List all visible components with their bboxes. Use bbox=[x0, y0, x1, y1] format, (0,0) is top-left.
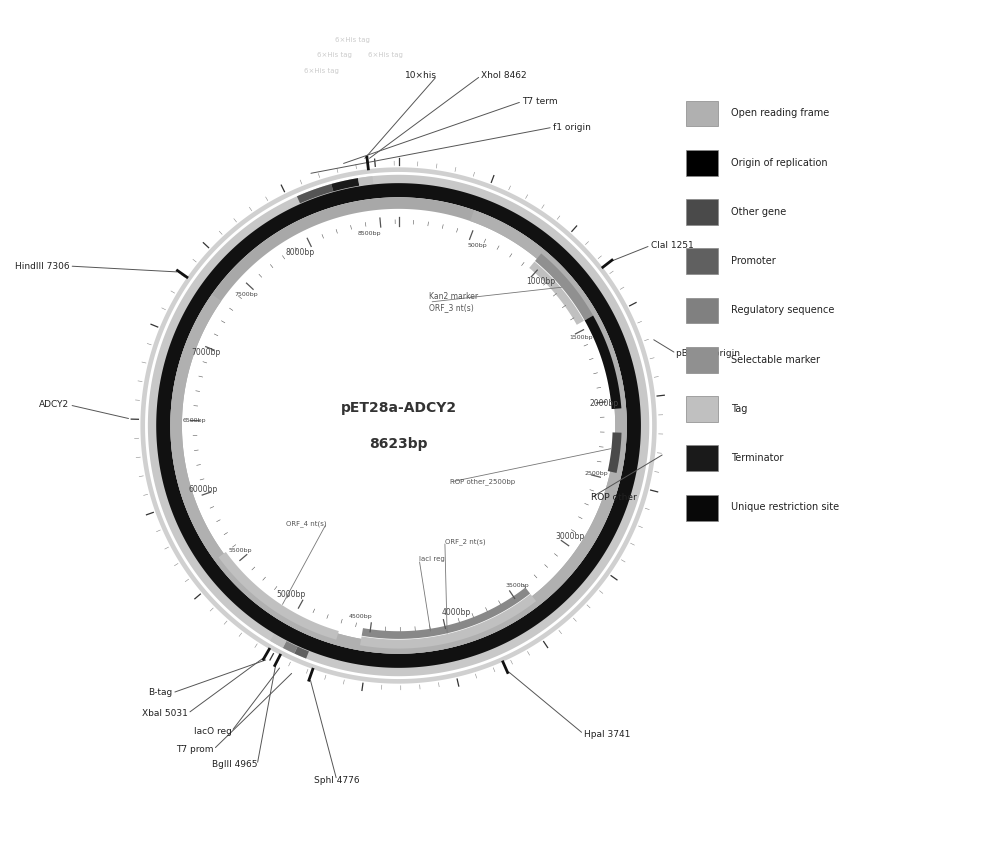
Text: lacI reg: lacI reg bbox=[419, 557, 445, 563]
Text: XbaI 5031: XbaI 5031 bbox=[142, 709, 188, 718]
Text: 6500bp: 6500bp bbox=[183, 419, 206, 424]
Text: Promoter: Promoter bbox=[731, 256, 776, 266]
Text: ROP other_2500bp: ROP other_2500bp bbox=[450, 479, 515, 485]
Polygon shape bbox=[585, 316, 621, 409]
Text: Unique restriction site: Unique restriction site bbox=[731, 502, 839, 512]
Text: XhoI 8462: XhoI 8462 bbox=[481, 71, 526, 80]
Text: 1000bp: 1000bp bbox=[527, 277, 556, 287]
FancyBboxPatch shape bbox=[686, 199, 718, 225]
Polygon shape bbox=[331, 178, 359, 191]
Text: pET28a-ADCY2: pET28a-ADCY2 bbox=[341, 401, 457, 414]
Text: 6×His tag: 6×His tag bbox=[368, 52, 403, 58]
Polygon shape bbox=[608, 432, 622, 473]
Text: Tag: Tag bbox=[731, 404, 748, 414]
Text: SphI 4776: SphI 4776 bbox=[314, 776, 360, 785]
Polygon shape bbox=[360, 594, 536, 648]
FancyBboxPatch shape bbox=[686, 347, 718, 373]
Text: Open reading frame: Open reading frame bbox=[731, 108, 829, 118]
Text: ROP other: ROP other bbox=[591, 493, 637, 502]
Text: HindIII 7306: HindIII 7306 bbox=[15, 261, 69, 271]
Text: Kan2 marker
ORF_3 nt(s): Kan2 marker ORF_3 nt(s) bbox=[429, 293, 479, 311]
Text: 5000bp: 5000bp bbox=[277, 590, 306, 598]
Text: 10×his: 10×his bbox=[405, 71, 437, 80]
Polygon shape bbox=[219, 552, 339, 640]
Polygon shape bbox=[270, 634, 286, 648]
Polygon shape bbox=[283, 641, 298, 654]
Text: 1500bp: 1500bp bbox=[569, 334, 593, 340]
Text: 6000bp: 6000bp bbox=[188, 485, 217, 494]
Polygon shape bbox=[148, 174, 649, 677]
Text: 2500bp: 2500bp bbox=[585, 471, 609, 476]
Polygon shape bbox=[529, 261, 584, 325]
Text: Regulatory sequence: Regulatory sequence bbox=[731, 306, 835, 316]
Text: lacO reg: lacO reg bbox=[194, 727, 231, 736]
FancyBboxPatch shape bbox=[686, 397, 718, 422]
Text: T7 prom: T7 prom bbox=[176, 745, 213, 754]
Text: ORF_2 nt(s): ORF_2 nt(s) bbox=[445, 538, 485, 545]
Text: ClaI 1251: ClaI 1251 bbox=[651, 241, 693, 250]
Text: 4000bp: 4000bp bbox=[442, 608, 471, 618]
Text: 6×His tag: 6×His tag bbox=[317, 52, 352, 58]
Text: f1 origin: f1 origin bbox=[553, 123, 591, 132]
Text: 8000bp: 8000bp bbox=[285, 248, 314, 257]
Polygon shape bbox=[170, 197, 627, 654]
FancyBboxPatch shape bbox=[686, 494, 718, 521]
Text: 8623bp: 8623bp bbox=[369, 437, 428, 450]
Text: HpaI 3741: HpaI 3741 bbox=[584, 729, 630, 739]
Text: ADCY2: ADCY2 bbox=[39, 401, 69, 409]
Polygon shape bbox=[140, 168, 657, 683]
Text: 3000bp: 3000bp bbox=[556, 532, 585, 541]
Polygon shape bbox=[297, 184, 333, 203]
Polygon shape bbox=[170, 210, 627, 654]
Text: 7500bp: 7500bp bbox=[235, 292, 258, 296]
FancyBboxPatch shape bbox=[686, 446, 718, 471]
Polygon shape bbox=[362, 587, 530, 639]
Text: Other gene: Other gene bbox=[731, 207, 786, 217]
Text: T7 term: T7 term bbox=[522, 97, 558, 106]
Text: Origin of replication: Origin of replication bbox=[731, 157, 828, 168]
Text: 6×His tag: 6×His tag bbox=[335, 37, 370, 43]
Polygon shape bbox=[358, 176, 373, 186]
Text: Selectable marker: Selectable marker bbox=[731, 355, 820, 364]
Text: ORF_4 nt(s): ORF_4 nt(s) bbox=[286, 520, 327, 527]
Text: 6×His tag: 6×His tag bbox=[304, 67, 339, 74]
Text: pBR322 origin: pBR322 origin bbox=[676, 349, 740, 358]
Text: BglII 4965: BglII 4965 bbox=[212, 761, 257, 769]
Text: 7000bp: 7000bp bbox=[191, 348, 221, 357]
FancyBboxPatch shape bbox=[686, 150, 718, 175]
Text: 8500bp: 8500bp bbox=[358, 231, 381, 237]
Polygon shape bbox=[156, 183, 641, 668]
FancyBboxPatch shape bbox=[686, 298, 718, 323]
Text: 4500bp: 4500bp bbox=[349, 614, 372, 619]
Text: B-tag: B-tag bbox=[148, 688, 172, 698]
Text: 2000bp: 2000bp bbox=[590, 399, 619, 408]
FancyBboxPatch shape bbox=[686, 100, 718, 126]
Polygon shape bbox=[535, 254, 593, 320]
Text: Terminator: Terminator bbox=[731, 453, 784, 463]
Text: 500bp: 500bp bbox=[467, 243, 487, 248]
Text: 3500bp: 3500bp bbox=[506, 583, 529, 588]
FancyBboxPatch shape bbox=[686, 248, 718, 274]
Polygon shape bbox=[294, 647, 309, 659]
Text: 5500bp: 5500bp bbox=[229, 547, 252, 552]
